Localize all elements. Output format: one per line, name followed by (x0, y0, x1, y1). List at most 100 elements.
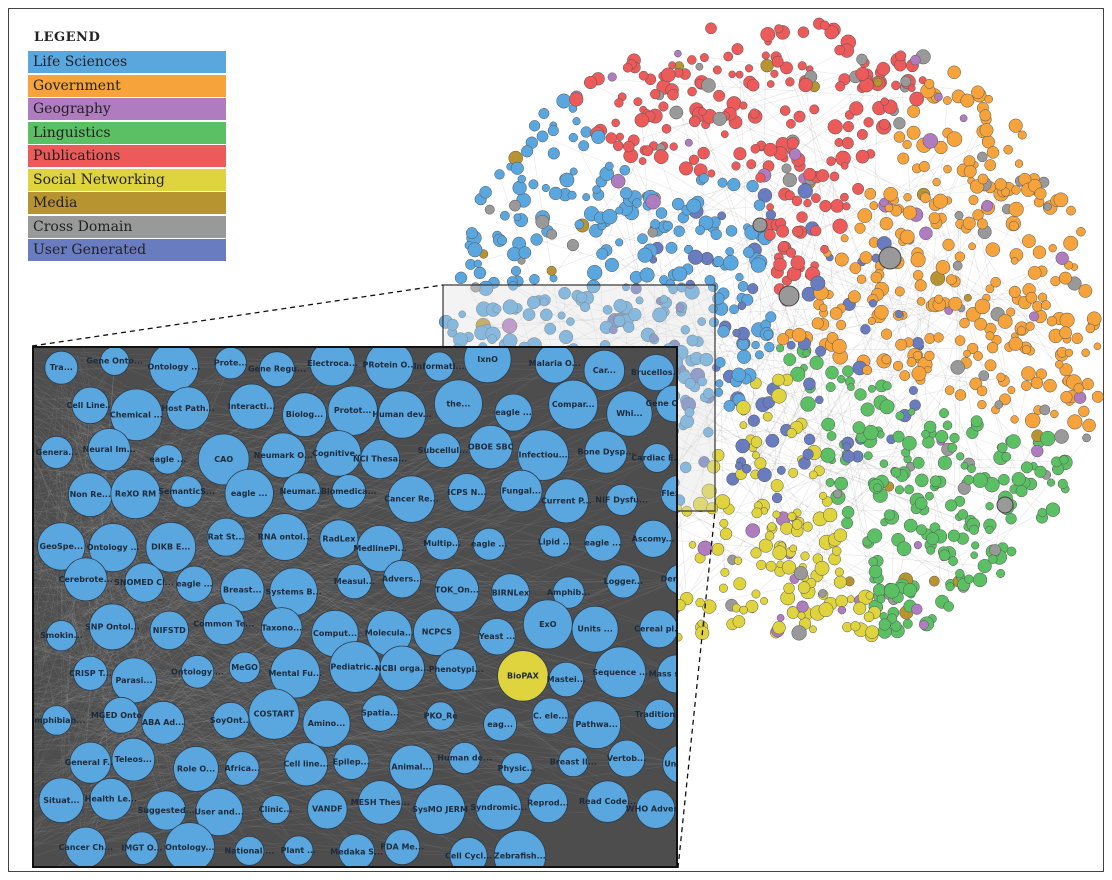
network-node (765, 311, 777, 323)
zoom-node-circle (434, 648, 478, 691)
network-edge (994, 385, 1027, 551)
network-node (798, 77, 813, 93)
network-node (750, 436, 763, 448)
zoom-node: Biomedica... (321, 474, 377, 509)
network-node (970, 551, 978, 559)
network-node (849, 101, 864, 116)
zoom-node: Animal... (389, 744, 434, 790)
zoom-node-label: ReXO RM (115, 490, 156, 499)
zoom-node-circle (89, 777, 133, 821)
zoom-node: eagle ... (471, 527, 508, 561)
network-node (1010, 415, 1019, 424)
zoom-node-circle (149, 610, 189, 650)
zoom-node-circle (261, 607, 303, 649)
zoom-node: Cell Line... (66, 386, 114, 425)
network-node (717, 325, 730, 338)
zoom-edge (92, 715, 441, 848)
zoom-node-label: Cereal pl... (634, 624, 678, 633)
figure-frame (8, 8, 1104, 872)
zoom-node: Smokin... (40, 620, 83, 652)
network-node (1063, 235, 1079, 251)
network-node (536, 130, 549, 143)
zoom-node: Biolog... (282, 392, 327, 438)
network-node (972, 572, 988, 588)
network-node (703, 387, 714, 399)
network-node (613, 298, 627, 313)
network-edge (778, 258, 1063, 381)
network-node (842, 442, 851, 451)
network-node (819, 491, 827, 500)
network-node (996, 569, 1006, 578)
network-node (894, 286, 905, 297)
zoom-node-label: CAO (214, 455, 233, 464)
network-node (847, 290, 861, 304)
zoom-node-label: Pathwa... (575, 720, 617, 729)
zoom-node: TOK_On... (434, 567, 480, 613)
network-node (772, 373, 785, 387)
zoom-node-circle (331, 474, 367, 509)
zoom-node: Neumark O... (254, 432, 313, 479)
network-node (922, 133, 939, 149)
zoom-node-label: Health Le... (85, 795, 137, 804)
zoom-node-circle (361, 694, 399, 732)
network-node (757, 188, 773, 203)
network-edge (807, 233, 927, 455)
zoom-node-circle (639, 609, 676, 649)
zoom-node: Cell line... (283, 742, 329, 787)
zoom-node: CRISP T... (69, 655, 112, 691)
network-node (686, 334, 699, 347)
zoom-node-label: Cell line... (283, 760, 328, 769)
zoom-node: ABA Ad... (141, 700, 185, 745)
zoom-node-label: Mass spec... (649, 670, 678, 679)
network-node (1032, 245, 1047, 259)
network-node (638, 157, 647, 165)
network-node (1022, 234, 1036, 248)
network-node (1021, 380, 1032, 391)
network-node (820, 447, 836, 463)
network-node (687, 86, 697, 97)
network-node (623, 140, 635, 153)
network-node (1054, 429, 1069, 444)
network-node (803, 377, 816, 391)
zoom-node: Prote... (214, 348, 248, 380)
network-node (1025, 321, 1035, 331)
zoom-edge (55, 724, 501, 846)
legend-item-government: Government (28, 74, 226, 97)
network-node (842, 121, 854, 133)
network-node (528, 120, 541, 132)
network-node (972, 472, 988, 488)
network-node (613, 315, 626, 327)
network-node (762, 411, 773, 422)
network-node (712, 111, 727, 126)
network-edge (739, 153, 1066, 490)
network-node (908, 84, 916, 93)
zoom-node-label: Clinic... (259, 805, 293, 814)
zoom-edge (84, 494, 676, 692)
zoom-node: Common Te... (193, 602, 254, 645)
zoom-node-label: Molecula... (365, 629, 414, 638)
network-node (964, 293, 972, 302)
zoom-node-label: DIKB E... (151, 543, 190, 552)
zoom-node-label: Amino... (308, 719, 346, 728)
network-node (723, 255, 739, 271)
network-node (963, 165, 977, 178)
network-node (985, 242, 1001, 257)
network-node (985, 331, 995, 341)
network-node (733, 147, 747, 161)
network-node (1086, 311, 1102, 327)
zoom-edge (34, 608, 57, 721)
zoom-node-label: Neural Im... (83, 445, 136, 454)
zoom-node-circle (475, 784, 522, 831)
network-node (684, 138, 693, 147)
network-node (637, 233, 648, 245)
zoom-node-label: Protot... (334, 406, 372, 415)
zoom-node: GeoSpe... (37, 522, 86, 571)
zoom-edge (34, 536, 285, 685)
network-node (963, 474, 974, 485)
network-node (766, 203, 774, 211)
zoom-node-circle (584, 524, 622, 562)
network-node (926, 545, 936, 555)
network-node (760, 27, 776, 42)
network-node (713, 255, 724, 267)
network-node (1093, 342, 1102, 351)
